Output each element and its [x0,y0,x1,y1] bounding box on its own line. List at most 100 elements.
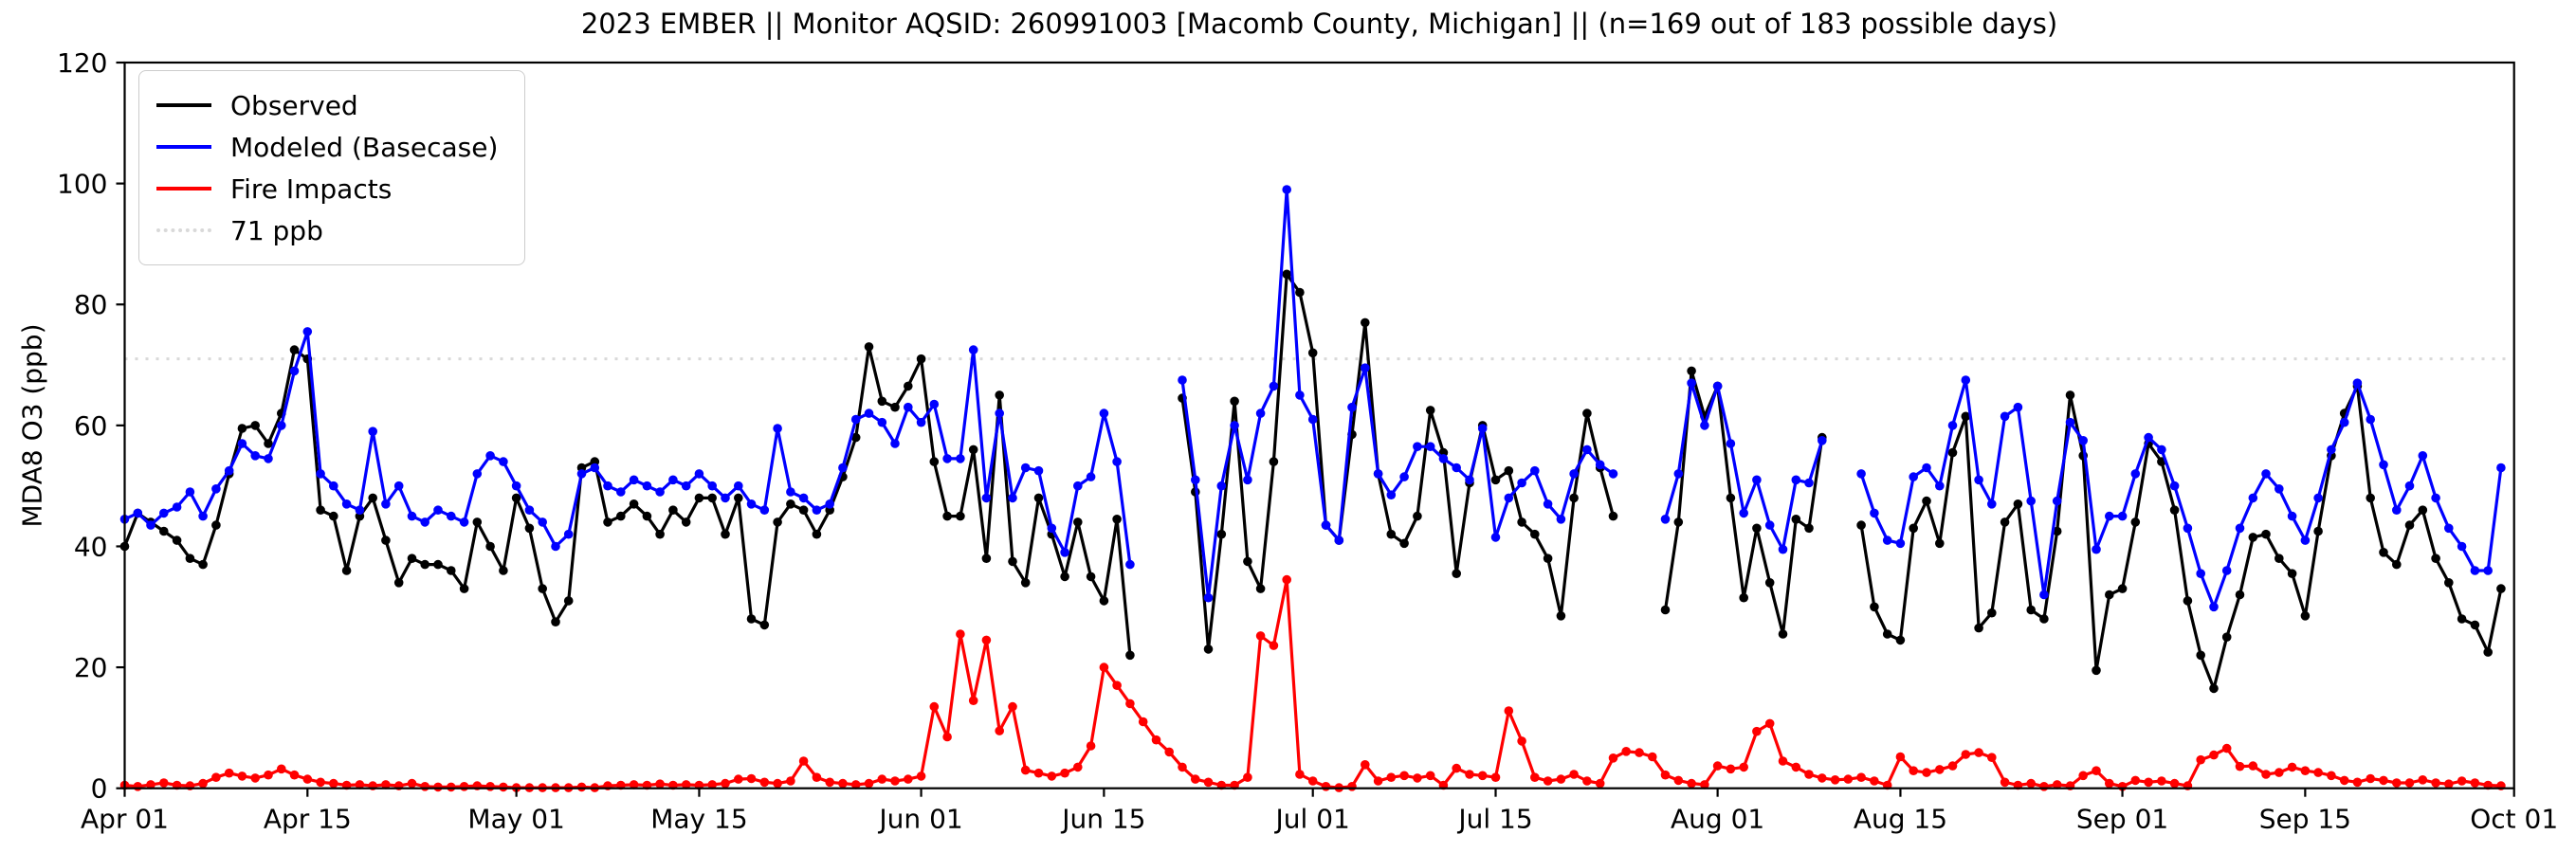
data-point [1099,596,1109,606]
data-point [1543,554,1553,563]
data-point [146,520,155,530]
data-point [1125,650,1135,661]
data-point [2221,632,2232,642]
data-point [2065,417,2075,427]
data-point [341,566,352,575]
data-point [798,756,809,766]
legend-item-threshold: 71 ppb [156,209,498,251]
data-point [485,782,495,791]
data-point [1987,608,1997,618]
data-point [1178,375,1187,385]
data-point [1203,777,1214,788]
data-point [1922,768,1931,777]
data-point [890,776,900,786]
y-tick-label: 0 [91,773,108,805]
data-point [877,774,887,784]
data-point [1020,578,1031,588]
data-point [1635,748,1644,757]
x-tick-label: Aug 01 [1671,804,1764,835]
data-point [1856,520,1866,530]
data-point [2496,584,2506,593]
data-point [1490,772,1501,782]
data-point [1608,753,1618,763]
data-point [2013,499,2023,509]
data-point [1425,771,1435,781]
data-point [759,620,770,630]
data-point [1086,472,1096,481]
data-point [1569,469,1579,479]
data-point [1490,475,1501,485]
data-point [942,511,952,521]
data-point [2065,390,2075,400]
data-point [681,481,691,491]
data-point [211,484,221,494]
data-point [1477,771,1488,781]
data-point [838,463,848,473]
data-point [1778,756,1788,766]
data-point [1060,548,1069,557]
legend-label: Fire Impacts [230,172,393,205]
data-point [1804,478,1814,488]
data-point [850,432,861,443]
data-point [629,499,639,509]
series-line-1 [123,188,2503,608]
data-point [1347,782,1357,791]
data-point [1778,544,1788,554]
data-point [2169,778,2180,789]
data-point [316,777,325,788]
data-point [433,782,443,792]
threshold-line-sample [156,228,211,232]
data-point [2026,778,2036,789]
data-point [1556,774,1566,784]
data-point [563,529,574,539]
data-point [2117,584,2128,593]
data-point [329,511,338,521]
x-tick-label: Apr 15 [264,804,352,835]
data-point [1764,718,1775,729]
data-point [1687,366,1696,376]
data-point [1818,436,1827,445]
data-point [1504,706,1514,716]
data-point [2144,432,2153,443]
data-point [368,493,378,503]
data-point [2130,469,2141,479]
data-point [1569,493,1579,503]
data-point [551,617,560,626]
data-point [1870,776,1879,786]
data-point [2039,782,2049,791]
data-point [1334,535,1344,545]
data-point [1033,768,1044,778]
data-point [864,342,874,352]
data-point [381,499,391,509]
data-point [2052,780,2062,789]
data-point [1987,499,1997,509]
data-point [904,381,913,391]
data-point [224,465,234,476]
data-point [2366,414,2375,425]
data-point [2209,602,2219,612]
data-point [2327,445,2336,455]
data-point [2392,559,2402,570]
data-point [1386,490,1397,499]
data-point [890,439,900,448]
data-point [1660,605,1671,615]
data-point [2196,754,2205,765]
data-point [1961,750,1971,759]
data-point [1269,457,1279,466]
data-point [1530,772,1540,782]
data-point [1060,768,1069,778]
y-tick-label: 80 [74,289,108,320]
data-point [2235,761,2245,771]
data-point [1909,472,1918,481]
data-point [2379,775,2388,786]
data-point [237,439,247,448]
data-point [981,493,992,503]
data-point [1818,773,1827,783]
data-point [2366,493,2375,503]
data-point [1361,318,1370,328]
data-point [1700,421,1709,430]
data-point [786,776,795,786]
data-point [1347,402,1357,412]
data-point [1060,572,1069,582]
data-point [603,481,612,491]
